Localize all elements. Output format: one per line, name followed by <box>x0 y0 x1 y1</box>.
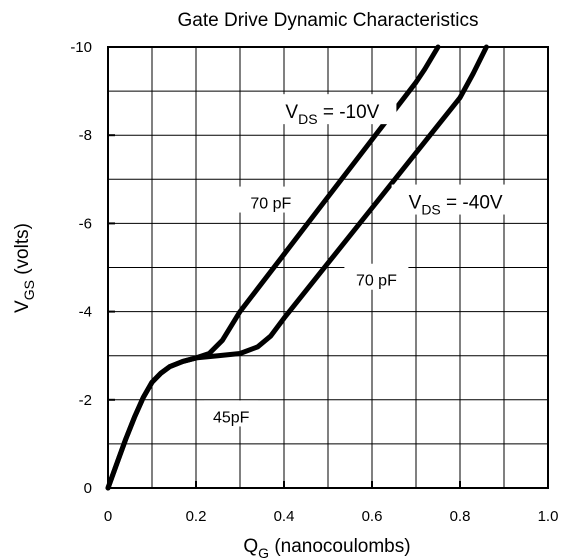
x-tick-label: 0.6 <box>362 508 383 525</box>
y-tick-label: -6 <box>79 215 92 232</box>
cap-70-left-background <box>238 186 303 213</box>
y-tick-label: 0 <box>84 480 92 497</box>
y-tick-label: -4 <box>79 304 92 321</box>
vds-40-series-line <box>105 44 489 491</box>
cap-70-right-background <box>344 263 409 290</box>
cap-70-right-label: 70 pF <box>356 273 397 290</box>
y-tick-label: -2 <box>79 392 92 409</box>
vds-40-label: VDS = -40V <box>409 193 503 218</box>
y-axis-label: VGS (volts) <box>12 223 37 313</box>
x-tick-label: 0.2 <box>186 508 207 525</box>
y-tick-label: -10 <box>70 39 92 56</box>
cap-45-label: 45pF <box>213 409 250 426</box>
x-tick-label: 0.4 <box>274 508 295 525</box>
vds-10-background <box>268 94 397 125</box>
x-tick-label: 0 <box>104 508 112 525</box>
y-tick-label: -8 <box>79 127 92 144</box>
cap-70-left-label: 70 pF <box>250 196 291 213</box>
cap-45-background <box>204 400 259 427</box>
chart-title: Gate Drive Dynamic Characteristics <box>178 10 479 31</box>
vds-10-label: VDS = -10V <box>285 102 379 127</box>
x-tick-label: 1.0 <box>538 508 559 525</box>
x-axis-label: QG (nanocoulombs) <box>243 536 410 559</box>
vds-40-background <box>391 184 520 215</box>
x-tick-label: 0.8 <box>450 508 471 525</box>
